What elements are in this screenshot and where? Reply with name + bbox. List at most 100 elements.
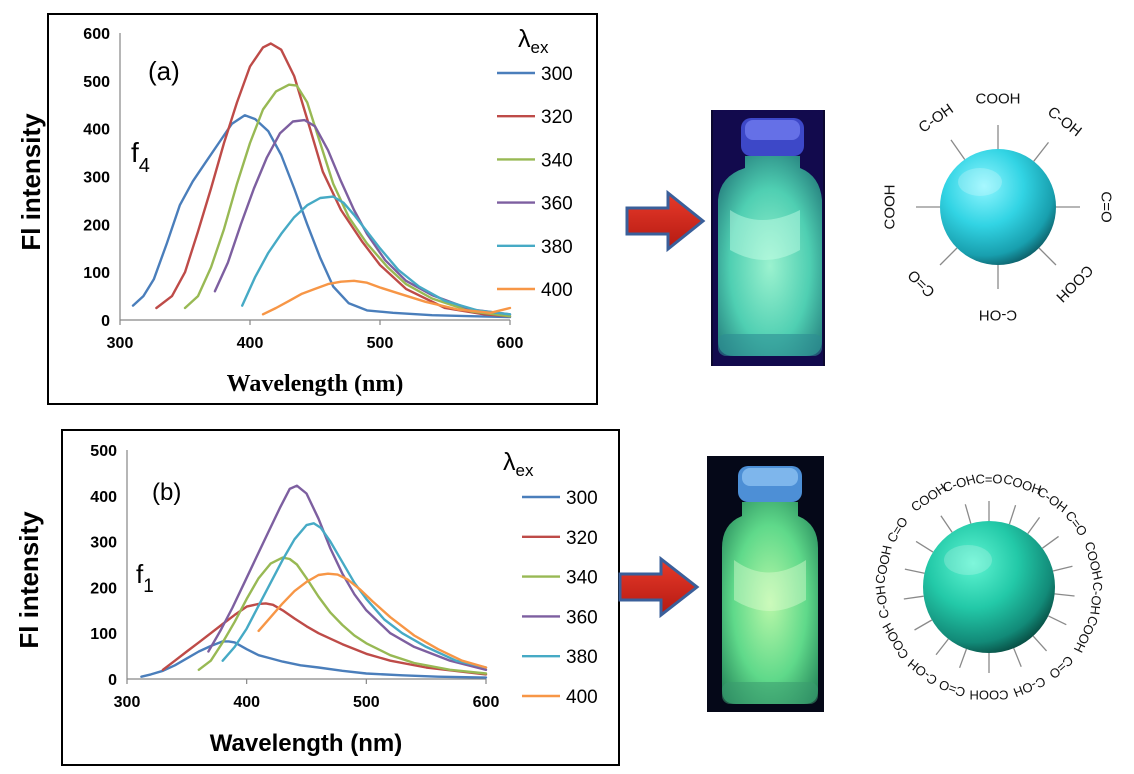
arrow-a [625,189,706,253]
functional-group-label: C-OH [1044,103,1085,140]
arrow-right-icon [618,555,700,619]
bond-line [958,648,968,669]
functional-group-label: C-OH [872,585,891,620]
functional-group-label: COOH [1071,613,1102,655]
functional-group-label: C=O [937,677,968,700]
bond-line [1048,615,1067,626]
functional-group-label: COOH [879,620,911,661]
legend-entry-320: 320 [566,528,598,549]
chart-a-frame [47,13,598,405]
bond-line [914,619,933,631]
vial-photo-b [707,456,824,712]
chart-a-y-ticks: 0 100 200 300 400 500 600 [83,26,110,330]
y-tick-label: 400 [90,489,117,506]
functional-group-label: COOH [1053,261,1097,305]
series-line-300 [131,114,512,319]
vial-b-body [722,502,818,704]
y-tick-label: 100 [83,265,110,282]
arrow-right-icon [625,189,706,253]
legend-entry-360: 360 [541,194,573,215]
bond-line [1042,535,1059,549]
y-tick-label: 300 [83,170,110,187]
series-line-300 [140,640,488,679]
chart-b-frame [61,429,620,766]
series-line-380 [241,195,512,316]
chart-b-x-ticks: 300 400 500 600 [114,679,499,711]
chart-b-sample-label: f1 [136,559,154,597]
chart-a-panel-label: (a) [148,56,180,86]
functional-group-label: C-OH [979,307,1017,324]
chart-a-sample-label: f4 [131,137,150,177]
series-line-320 [161,602,488,676]
chart-b-panel-label: (b) [152,479,181,506]
functional-group-label: C=O [975,472,1002,487]
series-line-340 [197,556,488,675]
bond-line [1013,647,1022,667]
series-line-360 [207,484,488,671]
y-tick-label: 600 [83,26,110,43]
functional-group-label: COOH [882,185,899,230]
chart-b-legend-title: λex [503,448,534,480]
x-tick-label: 300 [114,694,141,711]
functional-group-label: C-OH [1011,674,1047,700]
bond-line [1054,593,1075,597]
carbon-dot-diagram-b: C=OCOOHC-OHC=OCOOHC-OHCOOHC=OC-OHCOOHC=O… [872,471,1106,702]
functional-group-label: C-OH [905,656,940,688]
legend-entry-300: 300 [541,64,573,85]
vial-photo-a [711,110,825,366]
chart-a: Fl intensity 0 100 200 300 400 500 600 300 400 5… [16,13,598,405]
bond-line [904,568,925,574]
bond-line [940,515,953,533]
legend-entry-340: 340 [566,568,598,589]
functional-group-label: C=O [1062,508,1090,539]
bond-line [935,638,949,656]
chart-a-x-ticks: 300 400 500 600 [107,320,523,352]
chart-b-xlabel: Wavelength (nm) [210,730,402,757]
vial-a-body [718,156,822,356]
chart-a-series [131,42,512,319]
functional-group-label: C=O [1046,653,1076,682]
functional-group-label: COOH [970,688,1009,703]
y-tick-label: 100 [90,626,117,643]
carbon-dot-sphere-b [923,521,1055,653]
x-tick-label: 400 [233,694,260,711]
functional-group-label: COOH [872,544,895,585]
x-tick-label: 400 [237,335,264,352]
series-line-360 [213,118,512,316]
functional-group-label: C=O [904,266,938,300]
series-line-340 [183,83,512,318]
legend-entry-360: 360 [566,607,598,628]
chart-b-ylabel: Fl intensity [14,511,44,649]
legend-entry-380: 380 [541,237,573,258]
y-tick-label: 500 [83,74,110,91]
legend-entry-320: 320 [541,107,573,128]
functional-group-label: C-OH [916,101,957,137]
series-line-320 [155,42,512,318]
bond-line [903,595,924,600]
functional-group-label: C-OH [941,471,977,495]
bond-line [1033,141,1049,162]
chart-a-ylabel: Fl intensity [16,113,46,251]
y-tick-label: 0 [101,313,110,330]
series-line-380 [221,522,488,669]
functional-group-label: C=O [1098,191,1115,222]
chart-b-series [140,484,488,679]
bond-line [1032,635,1048,652]
chart-a-legend: 300 320 340 360 380 400 [497,64,573,301]
series-line-400 [261,279,512,316]
chart-b-legend: 300 320 340 360 380 400 [522,488,598,708]
legend-entry-380: 380 [566,647,598,668]
legend-entry-400: 400 [541,280,573,301]
x-tick-label: 500 [353,694,380,711]
bond-line [1052,565,1073,572]
bond-line [950,139,966,160]
bond-line [964,504,972,524]
carbon-dot-sphere-a [940,149,1056,265]
series-line-400 [257,572,488,669]
bond-line [915,540,934,553]
functional-group-label: COOH [1082,540,1106,581]
legend-entry-340: 340 [541,150,573,171]
functional-group-label: C-OH [1035,484,1071,516]
functional-group-label: C-OH [1087,581,1105,616]
